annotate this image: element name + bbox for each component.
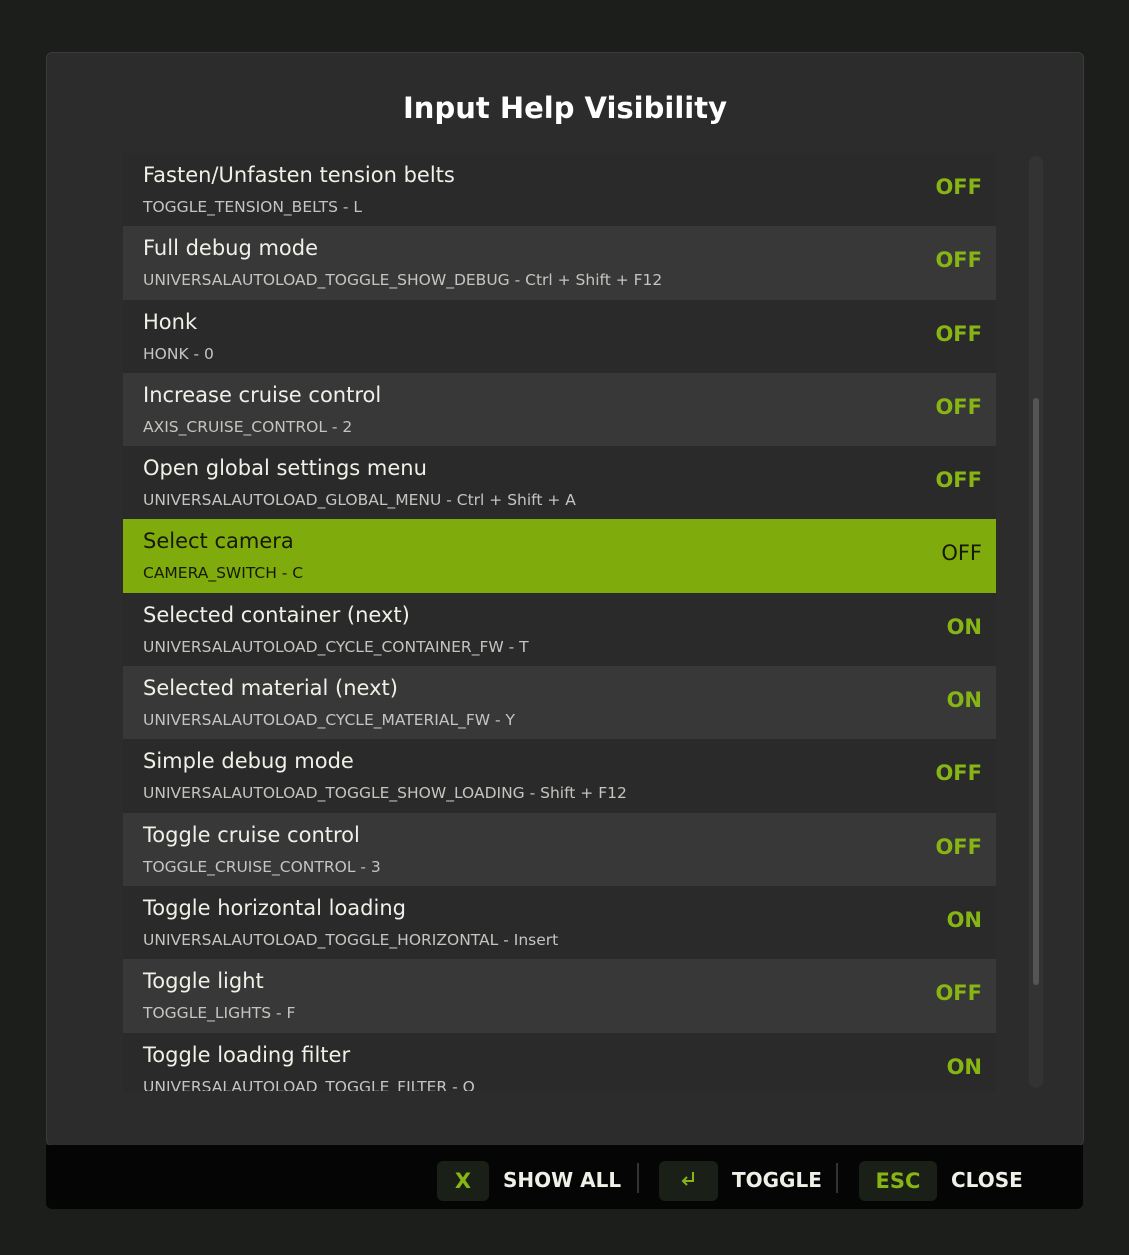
action-binding: UNIVERSALAUTOLOAD_TOGGLE_HORIZONTAL - In… <box>143 930 559 949</box>
action-name: Selected container (next) <box>143 602 410 627</box>
action-binding: UNIVERSALAUTOLOAD_CYCLE_CONTAINER_FW - T <box>143 637 529 656</box>
action-binding: UNIVERSALAUTOLOAD_TOGGLE_SHOW_DEBUG - Ct… <box>143 271 663 290</box>
input-help-dialog: Input Help Visibility Fasten/Unfasten te… <box>46 52 1084 1146</box>
action-name: Full debug mode <box>143 236 319 261</box>
visibility-toggle[interactable]: OFF <box>935 175 982 199</box>
visibility-toggle[interactable]: ON <box>946 688 982 713</box>
list-item[interactable]: Toggle cruise control TOGGLE_CRUISE_CONTR… <box>123 812 996 886</box>
action-name: Simple debug mode <box>143 749 354 774</box>
list-item[interactable]: Selected container (next) UNIVERSALAUTOLO… <box>123 592 996 667</box>
toggle-key-button[interactable] <box>659 1161 718 1201</box>
list-item[interactable]: Toggle loading filter UNIVERSALAUTOLOAD_T… <box>123 1032 996 1091</box>
divider <box>637 1163 639 1193</box>
action-binding: UNIVERSALAUTOLOAD_TOGGLE_SHOW_LOADING - … <box>143 784 627 803</box>
action-name: Selected material (next) <box>143 676 398 701</box>
visibility-toggle[interactable]: OFF <box>935 394 982 419</box>
action-binding: UNIVERSALAUTOLOAD_GLOBAL_MENU - Ctrl + S… <box>143 491 576 510</box>
scrollbar-thumb[interactable] <box>1033 398 1039 986</box>
list-item[interactable]: Simple debug mode UNIVERSALAUTOLOAD_TOGGL… <box>123 739 996 813</box>
action-name: Toggle horizontal loading <box>143 895 406 920</box>
list-item[interactable]: Toggle light TOGGLE_LIGHTS - F OFF <box>123 959 996 1033</box>
list-item[interactable]: Fasten/Unfasten tension belts TOGGLE_TENS… <box>123 153 996 227</box>
action-name: Open global settings menu <box>143 456 427 481</box>
action-binding: AXIS_CRUISE_CONTROL - 2 <box>143 417 353 436</box>
action-name: Toggle cruise control <box>143 822 360 847</box>
list-item[interactable]: Honk HONK - 0 OFF <box>123 299 996 373</box>
visibility-toggle[interactable]: OFF <box>935 468 982 493</box>
toggle-button[interactable]: TOGGLE <box>732 1168 822 1192</box>
list-item[interactable]: Select camera CAMERA_SWITCH - C OFF <box>123 519 996 593</box>
action-binding: HONK - 0 <box>143 344 214 363</box>
close-button[interactable]: CLOSE <box>951 1168 1023 1192</box>
divider <box>836 1163 838 1193</box>
list-item[interactable]: Selected material (next) UNIVERSALAUTOLOA… <box>123 666 996 740</box>
enter-icon <box>681 1172 694 1186</box>
list-item[interactable]: Increase cruise control AXIS_CRUISE_CONTR… <box>123 372 996 447</box>
action-binding: UNIVERSALAUTOLOAD_CYCLE_MATERIAL_FW - Y <box>143 711 516 730</box>
action-name: Fasten/Unfasten tension belts <box>143 163 455 187</box>
action-binding: TOGGLE_TENSION_BELTS - L <box>143 198 362 216</box>
list-item[interactable]: Open global settings menu UNIVERSALAUTOLO… <box>123 446 996 520</box>
visibility-toggle[interactable]: OFF <box>935 321 982 346</box>
action-binding: TOGGLE_CRUISE_CONTROL - 3 <box>143 857 381 876</box>
close-key-button[interactable]: ESC <box>859 1161 937 1201</box>
action-name: Increase cruise control <box>143 382 382 407</box>
dialog-title: Input Help Visibility <box>403 91 727 125</box>
action-binding: CAMERA_SWITCH - C <box>143 564 304 583</box>
visibility-toggle[interactable]: OFF <box>941 541 982 566</box>
action-binding: UNIVERSALAUTOLOAD_TOGGLE_FILTER - O <box>143 1077 475 1091</box>
scrollbar[interactable] <box>1029 156 1043 1088</box>
show-all-button[interactable]: SHOW ALL <box>503 1168 622 1192</box>
action-name: Toggle loading filter <box>143 1042 351 1067</box>
action-name: Toggle light <box>143 969 264 994</box>
visibility-toggle[interactable]: ON <box>946 614 982 639</box>
list-item[interactable]: Toggle horizontal loading UNIVERSALAUTOLO… <box>123 885 996 960</box>
list-item[interactable]: Full debug mode UNIVERSALAUTOLOAD_TOGGLE_… <box>123 226 996 300</box>
visibility-toggle[interactable]: OFF <box>935 981 982 1006</box>
visibility-toggle[interactable]: OFF <box>935 248 982 273</box>
show-all-key-button[interactable]: X <box>437 1161 489 1201</box>
action-list: Fasten/Unfasten tension belts TOGGLE_TENS… <box>123 153 996 1091</box>
visibility-toggle[interactable]: ON <box>946 1054 982 1079</box>
footer-bar: X SHOW ALL TOGGLE ESC CLOSE <box>46 1145 1083 1209</box>
action-name: Select camera <box>143 529 294 554</box>
visibility-toggle[interactable]: OFF <box>935 761 982 786</box>
action-name: Honk <box>143 309 198 334</box>
visibility-toggle[interactable]: ON <box>946 907 982 932</box>
visibility-toggle[interactable]: OFF <box>935 834 982 859</box>
action-binding: TOGGLE_LIGHTS - F <box>143 1004 296 1023</box>
